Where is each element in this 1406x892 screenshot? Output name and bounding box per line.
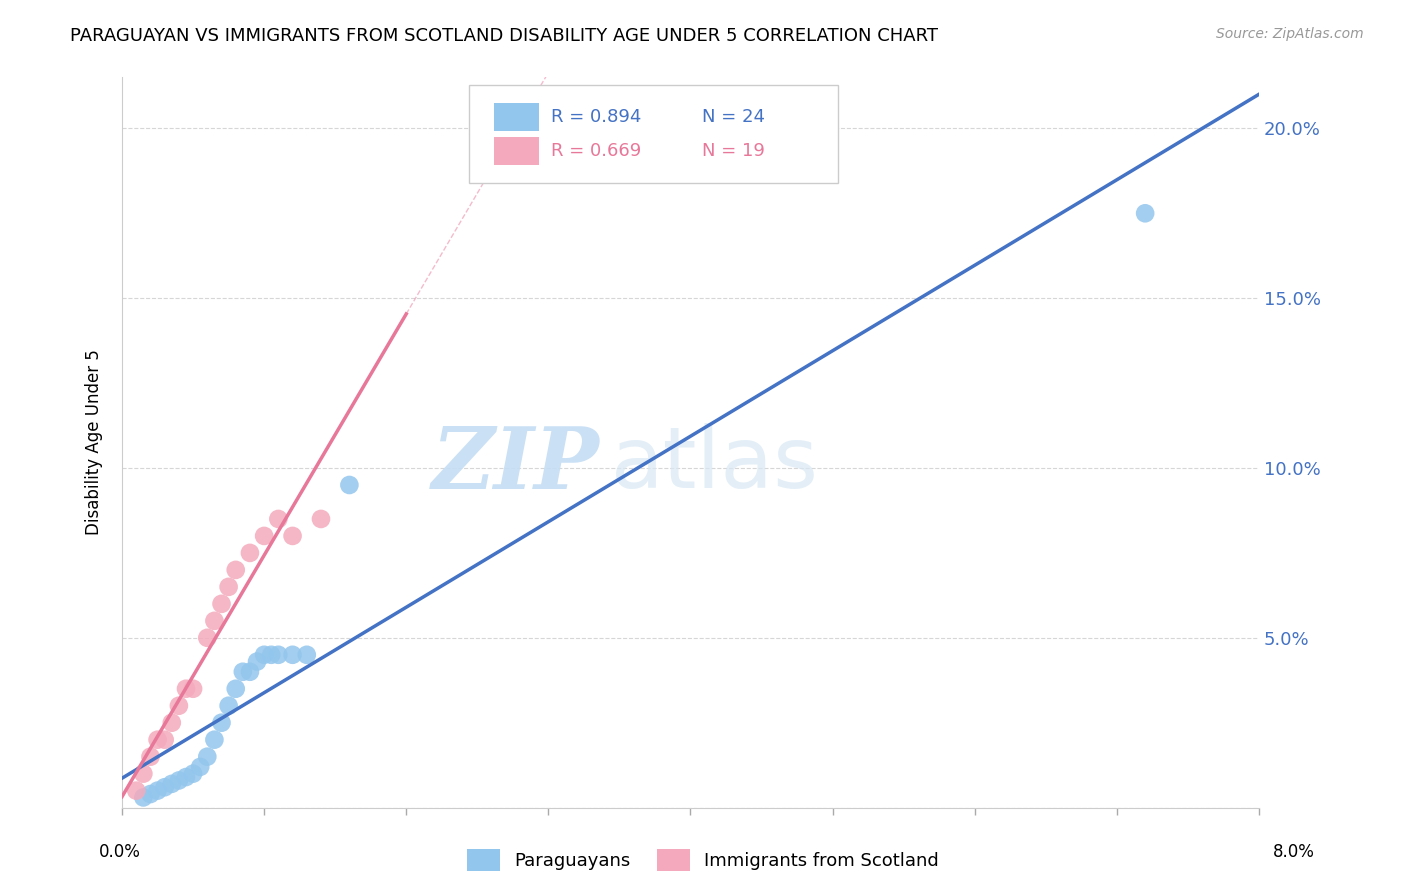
Point	[232, 665, 254, 679]
Point	[218, 698, 240, 713]
Point	[267, 648, 290, 662]
Point	[202, 614, 225, 628]
Point	[132, 766, 155, 780]
Point	[181, 766, 204, 780]
Point	[309, 512, 332, 526]
Text: PARAGUAYAN VS IMMIGRANTS FROM SCOTLAND DISABILITY AGE UNDER 5 CORRELATION CHART: PARAGUAYAN VS IMMIGRANTS FROM SCOTLAND D…	[70, 27, 938, 45]
Text: R = 0.669: R = 0.669	[551, 142, 641, 161]
Text: Source: ZipAtlas.com: Source: ZipAtlas.com	[1216, 27, 1364, 41]
Point	[225, 563, 247, 577]
Y-axis label: Disability Age Under 5: Disability Age Under 5	[86, 350, 103, 535]
Point	[181, 681, 204, 696]
Point	[195, 749, 218, 764]
Text: ZIP: ZIP	[432, 423, 599, 506]
Point	[267, 512, 290, 526]
Point	[211, 597, 233, 611]
Point	[260, 648, 283, 662]
Point	[195, 631, 218, 645]
FancyBboxPatch shape	[468, 85, 838, 184]
Legend: Paraguayans, Immigrants from Scotland: Paraguayans, Immigrants from Scotland	[460, 842, 946, 879]
Point	[146, 783, 169, 797]
Point	[153, 732, 176, 747]
Point	[253, 648, 276, 662]
Point	[225, 681, 247, 696]
Point	[202, 732, 225, 747]
Point	[139, 749, 162, 764]
Point	[153, 780, 176, 795]
Text: 8.0%: 8.0%	[1272, 843, 1315, 861]
Point	[167, 773, 190, 788]
Text: N = 19: N = 19	[702, 142, 765, 161]
Point	[160, 715, 183, 730]
FancyBboxPatch shape	[494, 103, 540, 131]
Point	[167, 698, 190, 713]
Point	[139, 787, 162, 801]
Text: N = 24: N = 24	[702, 108, 765, 126]
Point	[125, 783, 148, 797]
Point	[339, 478, 361, 492]
Point	[211, 715, 233, 730]
Point	[239, 665, 262, 679]
Point	[281, 529, 304, 543]
Point	[174, 681, 197, 696]
Point	[160, 777, 183, 791]
Point	[295, 648, 318, 662]
Point	[188, 760, 211, 774]
Point	[174, 770, 197, 784]
Point	[239, 546, 262, 560]
Point	[253, 529, 276, 543]
Point	[281, 648, 304, 662]
Text: atlas: atlas	[610, 423, 818, 506]
Point	[246, 655, 269, 669]
Point	[1133, 206, 1156, 220]
Point	[132, 790, 155, 805]
Point	[146, 732, 169, 747]
Text: 0.0%: 0.0%	[98, 843, 141, 861]
Point	[218, 580, 240, 594]
Text: R = 0.894: R = 0.894	[551, 108, 641, 126]
FancyBboxPatch shape	[494, 137, 540, 165]
